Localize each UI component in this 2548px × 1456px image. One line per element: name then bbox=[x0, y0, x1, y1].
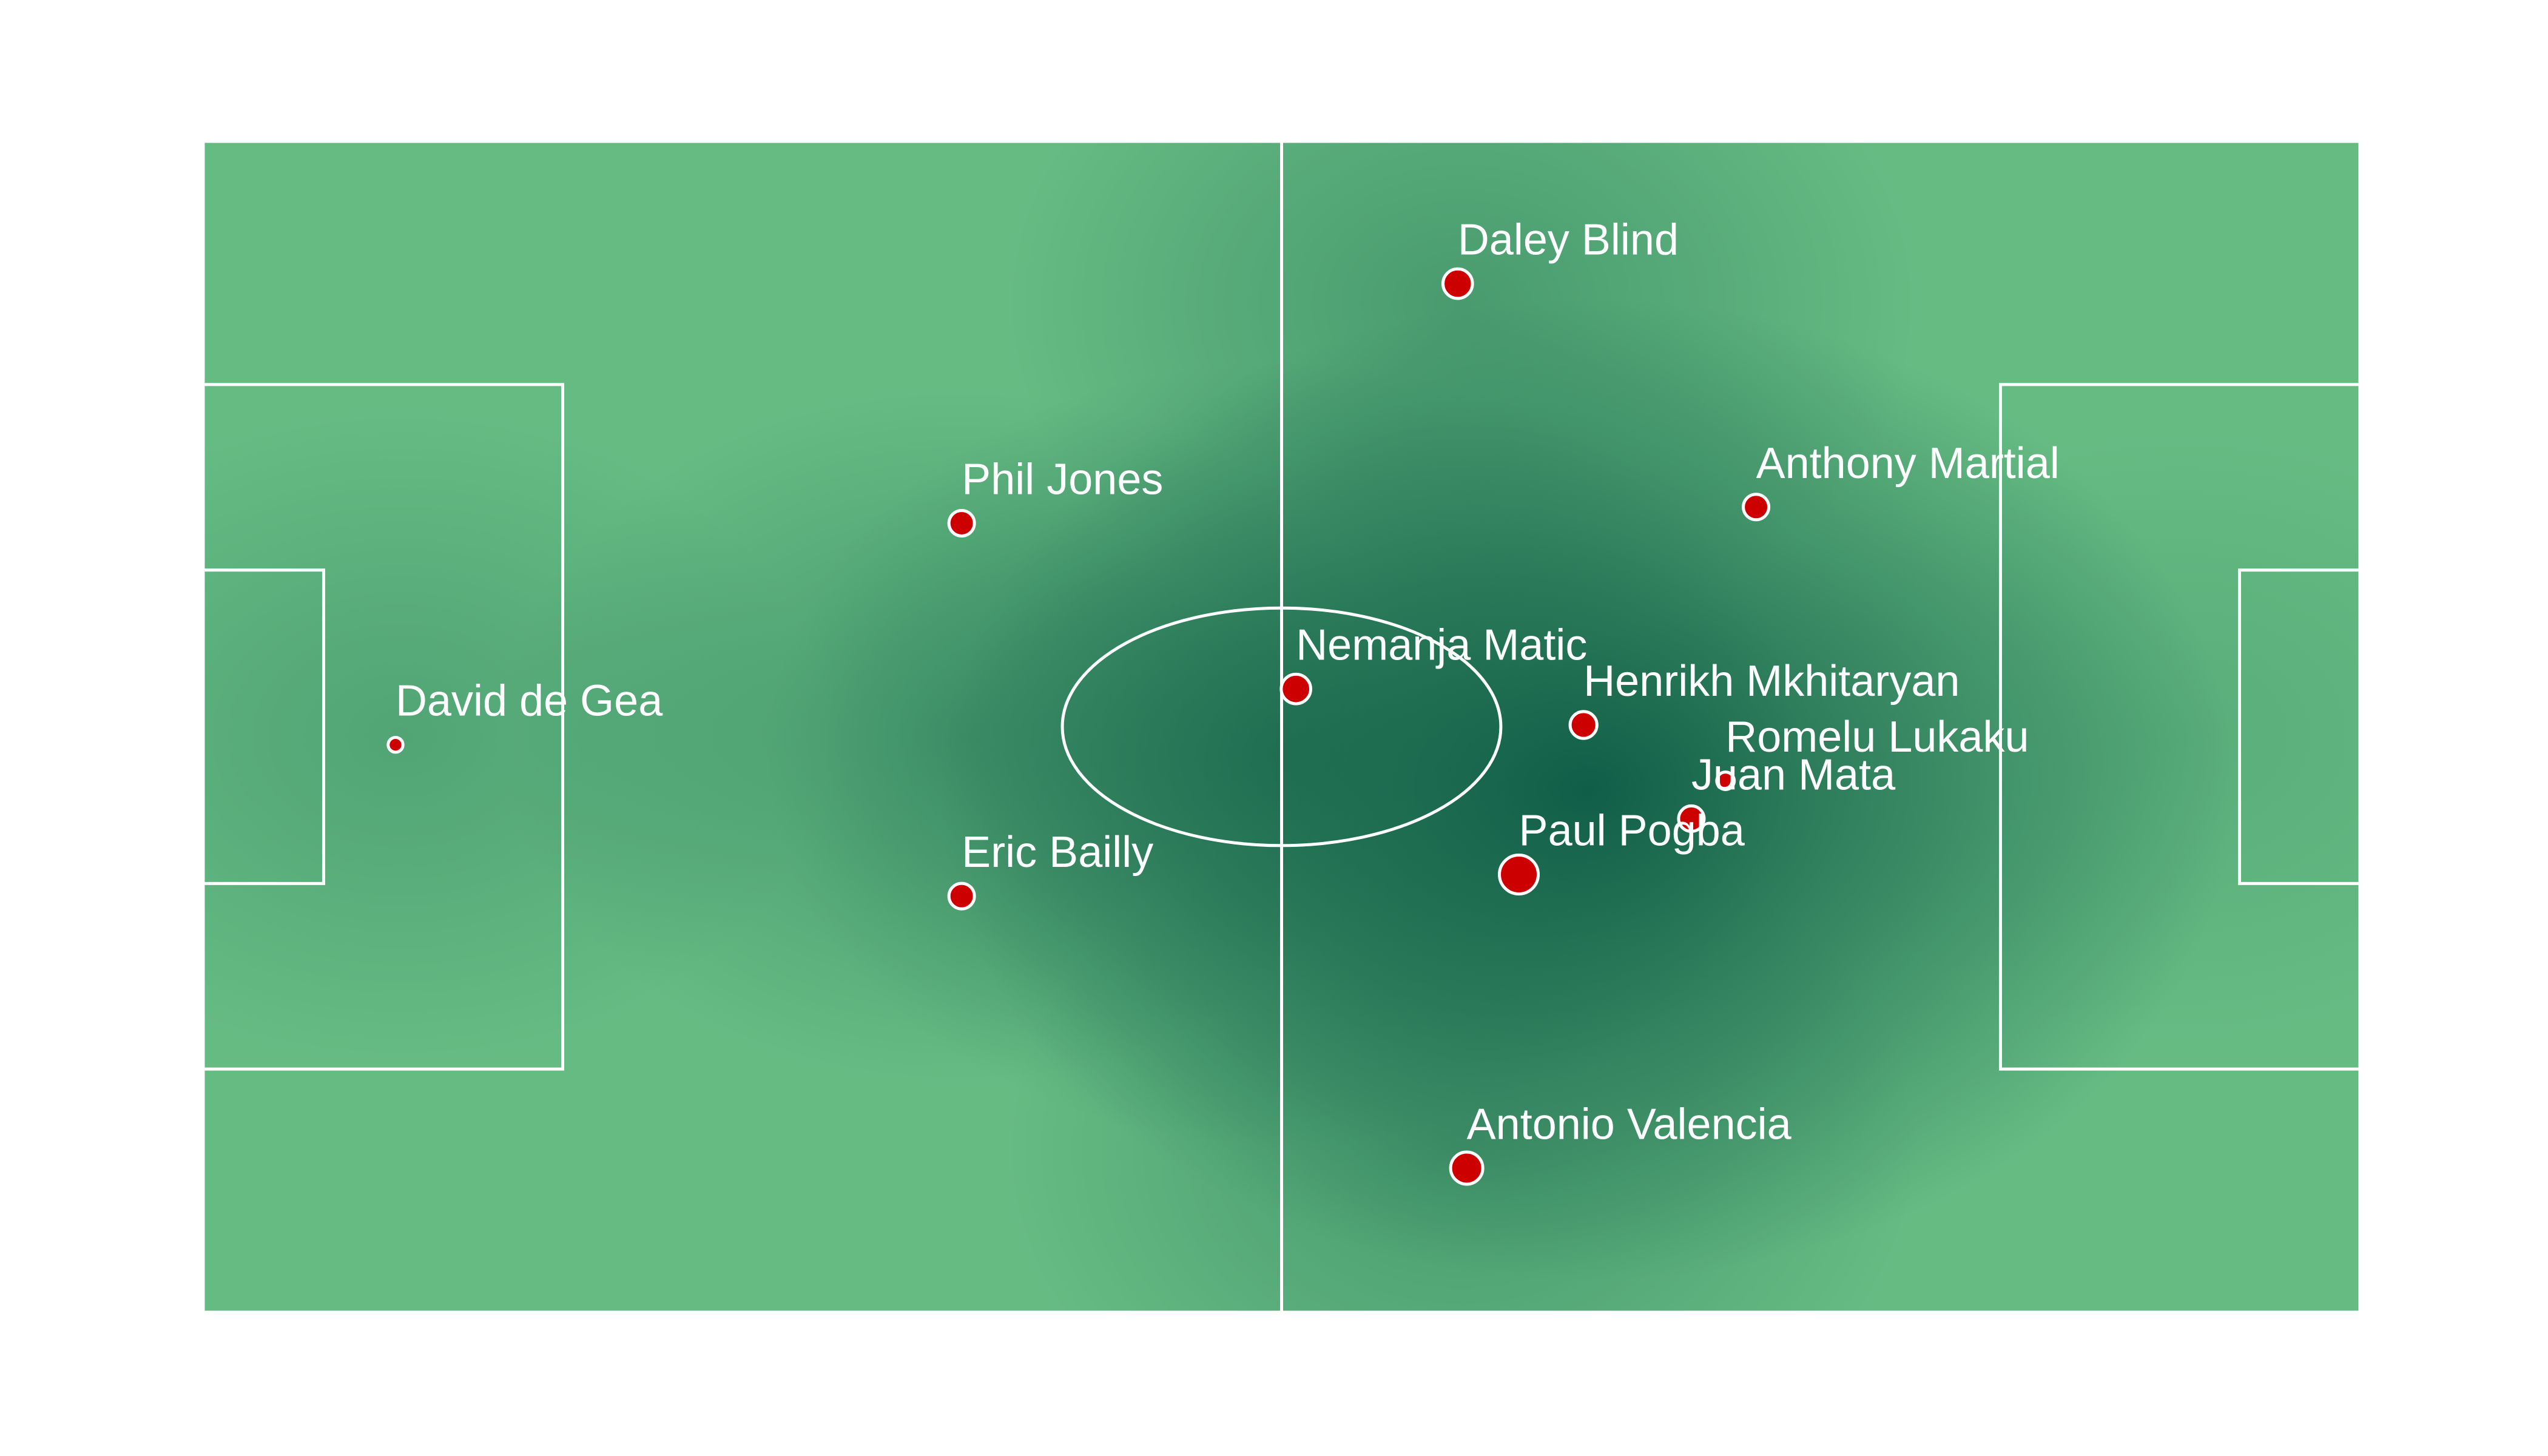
player-marker bbox=[1742, 493, 1771, 522]
heat-blob bbox=[203, 410, 830, 1062]
player-marker bbox=[1498, 853, 1540, 895]
center-circle bbox=[1060, 606, 1503, 848]
player-label: Daley Blind bbox=[1458, 216, 1679, 265]
heat-blob bbox=[1003, 802, 1919, 1312]
player-marker bbox=[1677, 804, 1706, 833]
player-marker bbox=[1568, 710, 1599, 740]
player-label: Paul Pogba bbox=[1519, 806, 1745, 855]
player-point-group: Nemanja Matic bbox=[1279, 621, 1587, 706]
player-marker bbox=[1715, 770, 1736, 791]
player-label: Juan Mata bbox=[1691, 750, 1896, 799]
player-label: Eric Bailly bbox=[962, 828, 1153, 877]
player-point-group: Paul Pogba bbox=[1498, 806, 1745, 895]
player-marker bbox=[1441, 267, 1474, 300]
player-label: David de Gea bbox=[396, 677, 663, 726]
six-yard-box-right bbox=[2238, 568, 2362, 885]
player-point-group: David de Gea bbox=[386, 677, 663, 754]
player-label: Henrikh Mkhitaryan bbox=[1583, 657, 1960, 706]
pitch-markings bbox=[201, 140, 2362, 1314]
six-yard-box-left bbox=[201, 568, 325, 885]
player-marker bbox=[1449, 1150, 1485, 1186]
player-layer: David de Gea Phil Jones Eric Bailly Daley B… bbox=[386, 216, 2060, 1186]
player-label: Antonio Valencia bbox=[1467, 1100, 1792, 1148]
player-point-group: Juan Mata bbox=[1677, 750, 1896, 833]
player-point-group: Daley Blind bbox=[1441, 216, 1679, 300]
player-point-group: Henrikh Mkhitaryan bbox=[1568, 657, 1960, 740]
player-marker bbox=[1279, 672, 1312, 706]
player-label: Romelu Lukaku bbox=[1725, 713, 2029, 761]
player-label: Anthony Martial bbox=[1756, 439, 2060, 488]
player-point-group: Antonio Valencia bbox=[1449, 1100, 1792, 1186]
player-point-group: Anthony Martial bbox=[1742, 439, 2060, 522]
player-marker bbox=[947, 881, 976, 911]
heat-blob bbox=[1781, 432, 2360, 1040]
player-point-group: Romelu Lukaku bbox=[1715, 713, 2029, 791]
player-point-group: Eric Bailly bbox=[947, 828, 1153, 911]
player-label: Nemanja Matic bbox=[1296, 621, 1587, 670]
player-marker bbox=[947, 508, 976, 538]
player-marker bbox=[386, 735, 405, 754]
player-point-group: Phil Jones bbox=[947, 455, 1163, 538]
heat-blob bbox=[1003, 141, 1919, 652]
player-label: Phil Jones bbox=[962, 455, 1163, 504]
